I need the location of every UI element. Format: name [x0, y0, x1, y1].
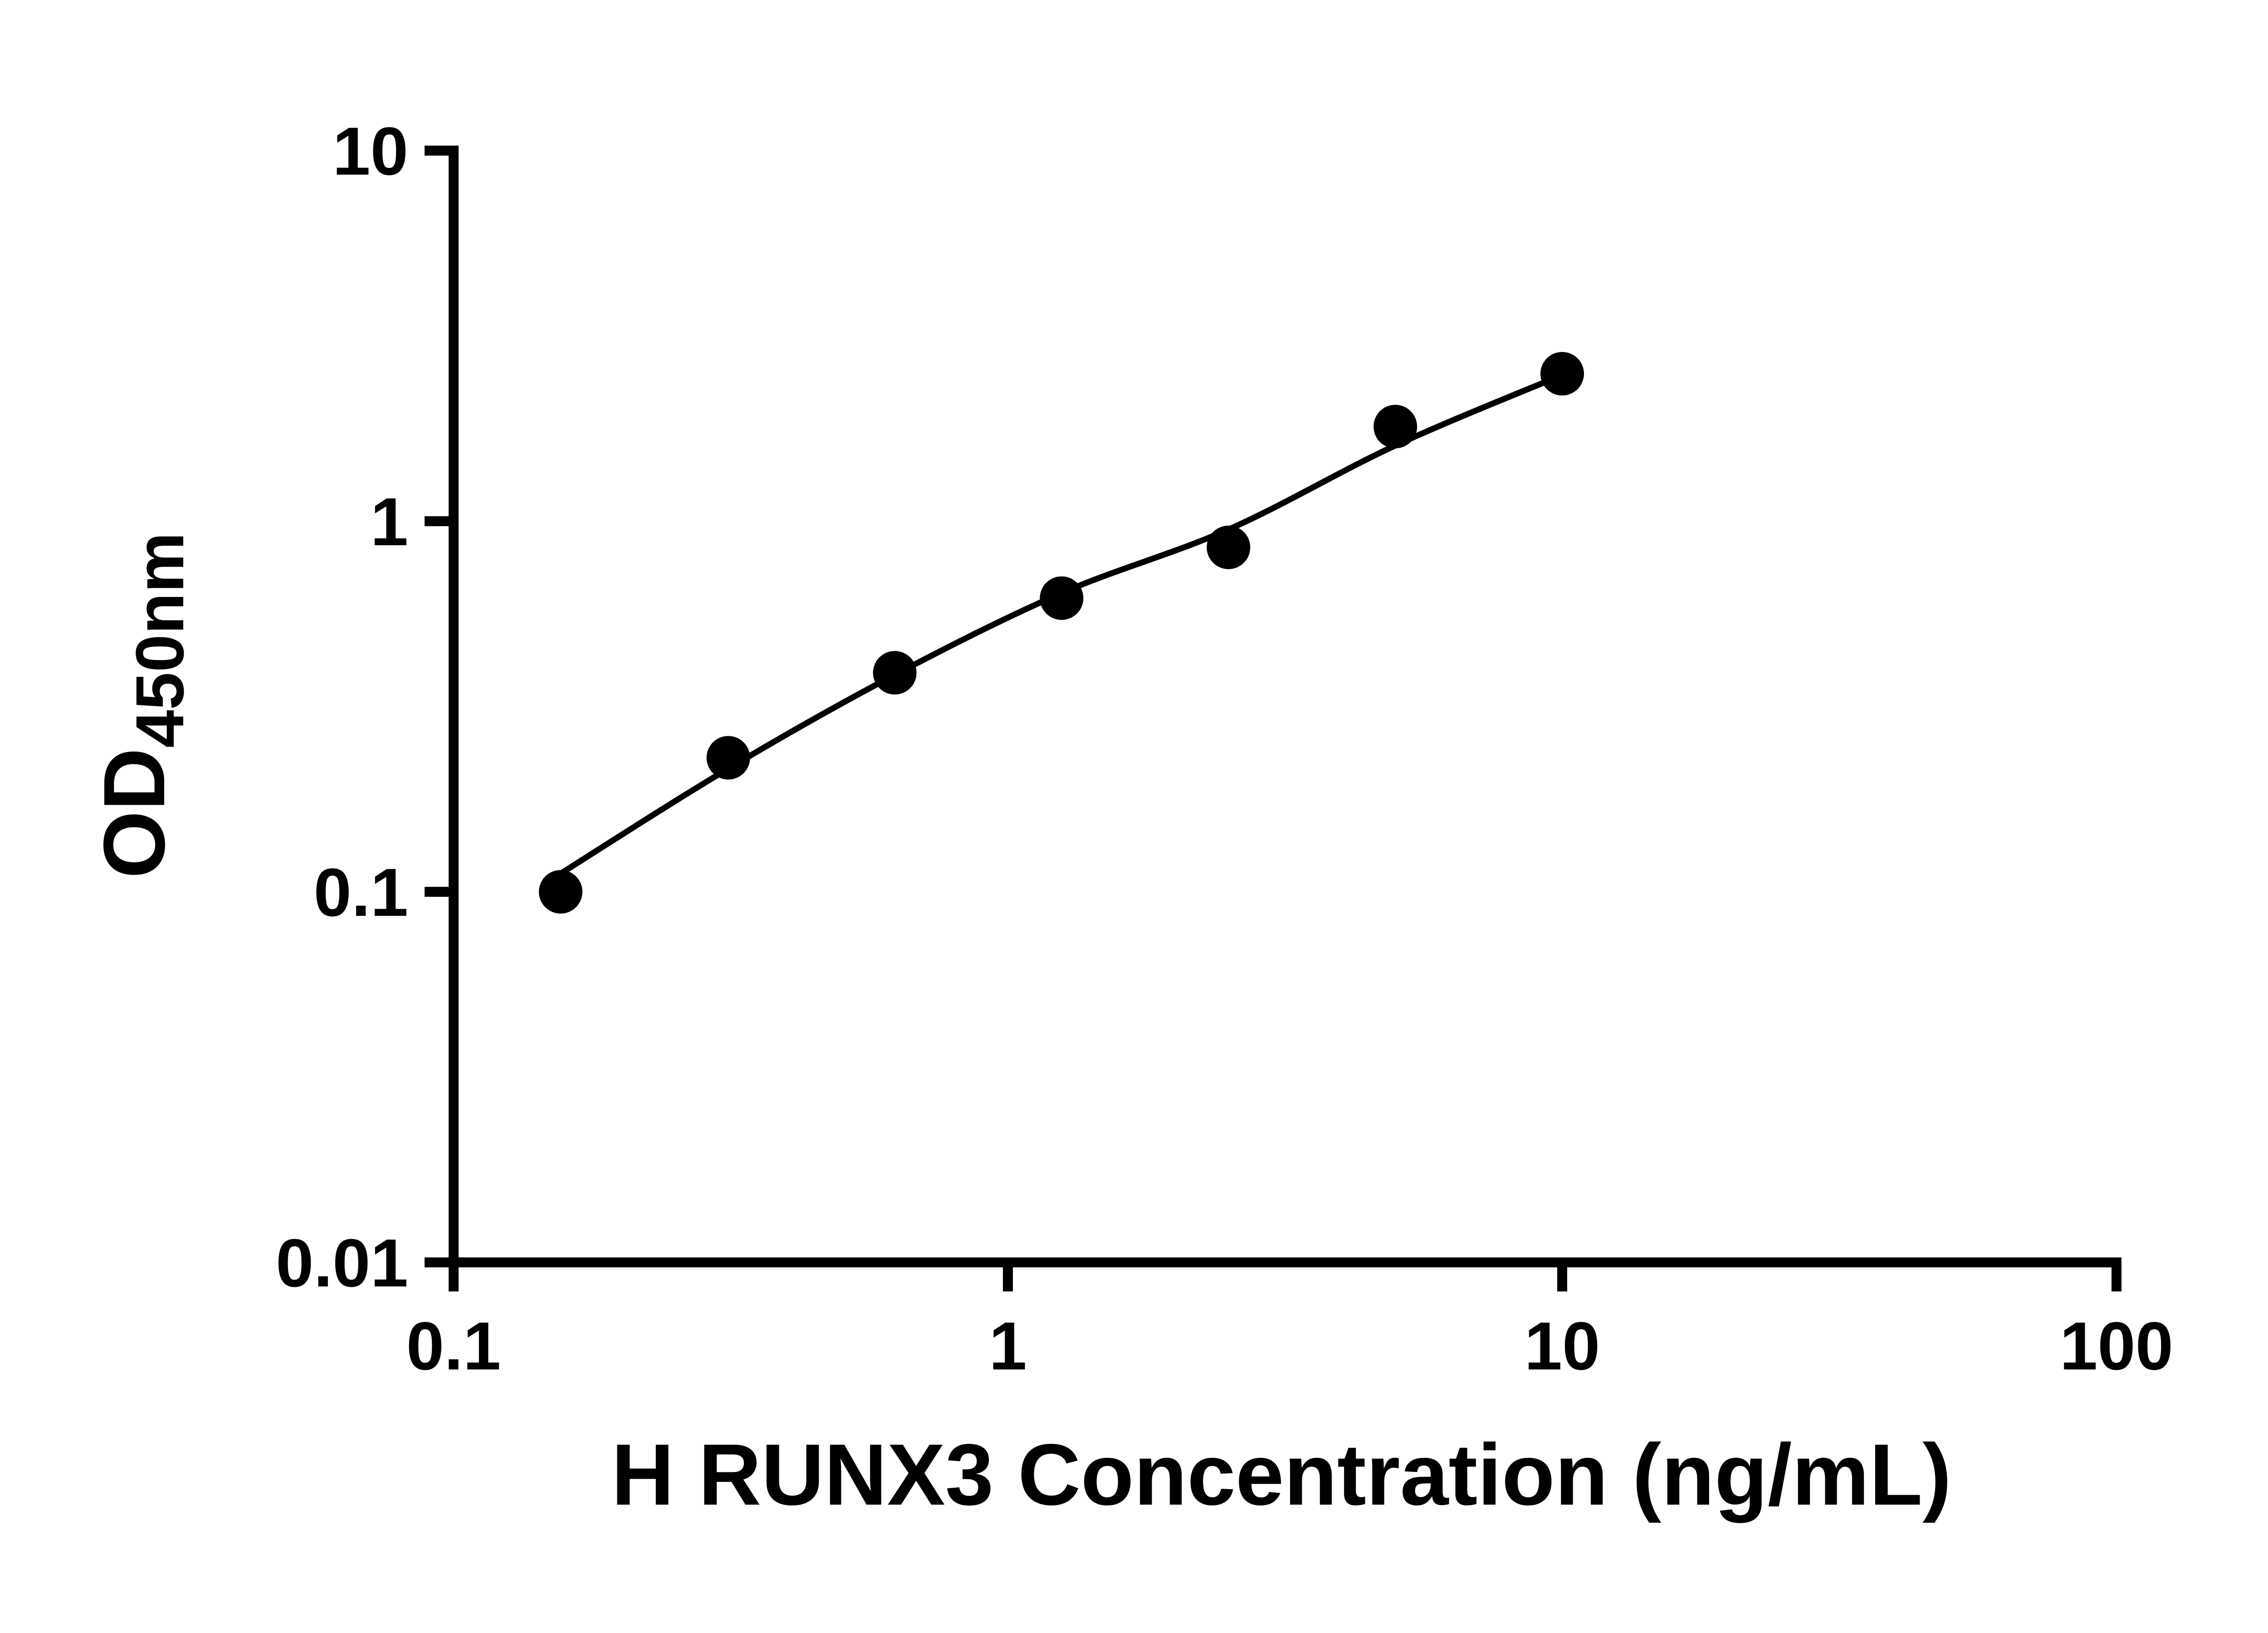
y-axis-tick-label: 0.01	[276, 1225, 408, 1301]
x-axis-tick-label: 0.1	[406, 1308, 501, 1384]
data-point	[1374, 405, 1418, 449]
y-axis-title-main: OD	[85, 748, 183, 879]
y-axis-tick-label: 1	[371, 484, 408, 560]
fit-curve	[559, 372, 1564, 876]
x-axis-tick-label: 1	[989, 1308, 1026, 1384]
data-point	[1040, 576, 1084, 620]
data-point	[1207, 525, 1251, 569]
x-axis-tick-label: 100	[2060, 1308, 2173, 1384]
y-axis-title-subscript: 450nm	[122, 532, 198, 748]
y-axis-tick-label: 0.1	[313, 854, 408, 930]
data-point	[706, 736, 750, 780]
data-point	[873, 651, 917, 695]
y-axis-tick-label: 10	[332, 113, 408, 189]
x-axis-title: H RUNX3 Concentration (ng/mL)	[611, 1426, 1952, 1523]
axis-frame	[449, 146, 2121, 1267]
x-axis-tick-label: 10	[1525, 1308, 1600, 1384]
data-point	[1540, 352, 1584, 396]
y-axis-title: OD450nm	[84, 532, 199, 878]
data-point	[539, 870, 582, 914]
